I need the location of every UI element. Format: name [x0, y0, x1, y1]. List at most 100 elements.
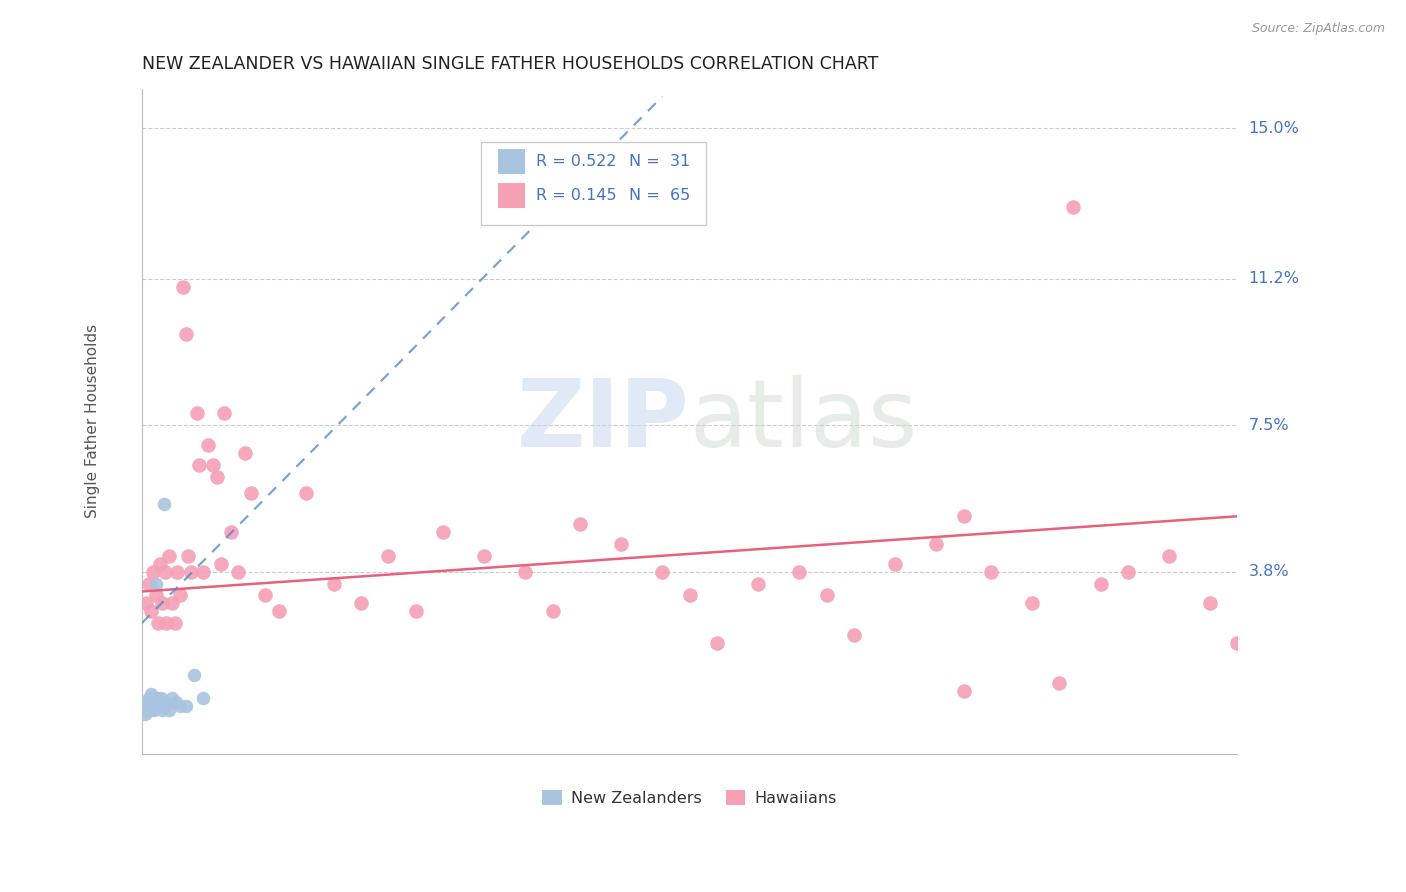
Point [148, 695, 170, 709]
Point [842, 628, 865, 642]
Point [145, 589, 167, 603]
Point [155, 699, 177, 714]
Point [141, 604, 163, 618]
Point [138, 691, 160, 706]
Point [1049, 675, 1071, 690]
Point [541, 604, 564, 618]
Legend: New Zealanders, Hawaiians: New Zealanders, Hawaiians [536, 783, 844, 813]
Point [134, 707, 156, 722]
Point [135, 699, 157, 714]
Text: atlas: atlas [690, 376, 918, 467]
Point [141, 688, 163, 702]
Text: R = 0.145: R = 0.145 [536, 187, 617, 202]
Point [157, 703, 180, 717]
Point [146, 691, 169, 706]
Point [169, 589, 191, 603]
Point [233, 446, 256, 460]
Point [139, 699, 162, 714]
Point [254, 589, 277, 603]
Point [952, 509, 974, 524]
Text: N =  31: N = 31 [630, 154, 690, 169]
Point [350, 596, 373, 610]
FancyBboxPatch shape [498, 149, 526, 174]
Point [405, 604, 427, 618]
Point [515, 565, 537, 579]
Point [186, 406, 208, 420]
Point [212, 406, 235, 420]
Text: Source: ZipAtlas.com: Source: ZipAtlas.com [1251, 22, 1385, 36]
Point [569, 517, 592, 532]
Point [157, 549, 180, 563]
FancyBboxPatch shape [481, 142, 706, 225]
Text: R = 0.522: R = 0.522 [536, 154, 617, 169]
Point [152, 497, 174, 511]
Point [240, 485, 263, 500]
Point [149, 699, 172, 714]
Point [377, 549, 399, 563]
Point [166, 565, 188, 579]
Point [980, 565, 1002, 579]
Point [150, 691, 173, 706]
Point [142, 565, 165, 579]
Point [219, 525, 242, 540]
Point [136, 703, 159, 717]
Point [747, 576, 769, 591]
Point [145, 576, 167, 591]
Point [226, 565, 249, 579]
Point [165, 695, 187, 709]
Point [610, 537, 633, 551]
Point [1254, 636, 1277, 650]
Point [787, 565, 810, 579]
Point [153, 565, 176, 579]
Point [177, 549, 200, 563]
Point [150, 703, 173, 717]
Point [160, 691, 183, 706]
Point [925, 537, 948, 551]
Text: ZIP: ZIP [517, 376, 690, 467]
Point [169, 699, 191, 714]
Point [136, 695, 159, 709]
Point [651, 565, 673, 579]
Point [1021, 596, 1043, 610]
Point [679, 589, 702, 603]
Point [172, 279, 194, 293]
Point [1199, 596, 1222, 610]
Point [138, 703, 160, 717]
Point [139, 695, 162, 709]
Point [163, 616, 186, 631]
Point [160, 596, 183, 610]
Point [145, 699, 167, 714]
Text: 15.0%: 15.0% [1249, 120, 1299, 136]
Point [174, 699, 197, 714]
Point [142, 691, 165, 706]
Point [1062, 200, 1084, 214]
Text: 11.2%: 11.2% [1249, 271, 1299, 286]
Point [148, 616, 170, 631]
Point [197, 438, 219, 452]
Point [193, 565, 215, 579]
Point [180, 565, 202, 579]
Point [135, 596, 157, 610]
Point [322, 576, 344, 591]
Point [150, 596, 173, 610]
Point [202, 458, 225, 472]
Point [267, 604, 290, 618]
Point [205, 469, 228, 483]
Point [209, 557, 232, 571]
Point [815, 589, 838, 603]
Point [952, 683, 974, 698]
Point [1090, 576, 1112, 591]
Point [1116, 565, 1139, 579]
Point [138, 576, 160, 591]
Point [142, 699, 165, 714]
FancyBboxPatch shape [498, 183, 526, 208]
Point [1157, 549, 1180, 563]
Point [183, 667, 205, 681]
Point [295, 485, 318, 500]
Point [153, 695, 176, 709]
Point [141, 703, 163, 717]
Text: Single Father Households: Single Father Households [84, 324, 100, 518]
Point [143, 695, 166, 709]
Point [174, 327, 197, 342]
Text: N =  65: N = 65 [630, 187, 690, 202]
